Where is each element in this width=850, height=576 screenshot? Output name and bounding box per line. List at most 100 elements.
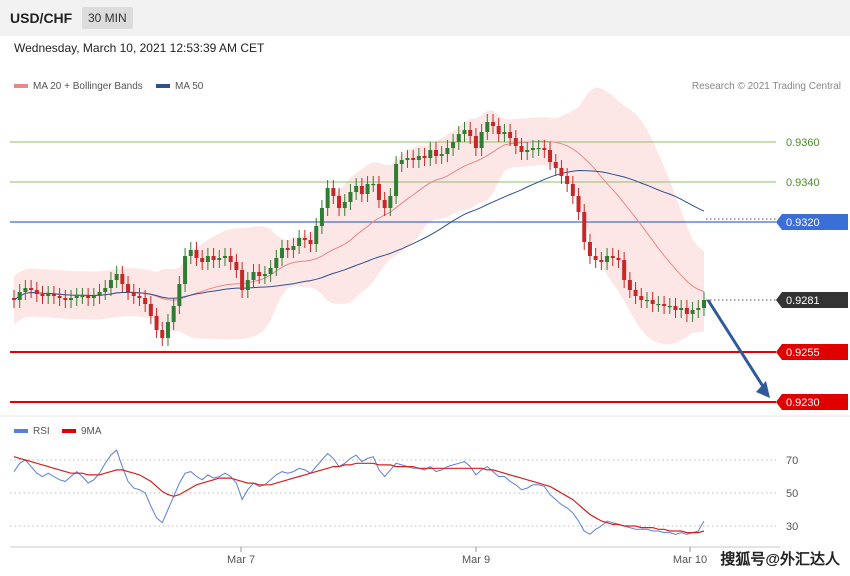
candle [17,284,22,308]
candle-body [257,272,262,276]
candle-body [348,192,353,202]
level-label-5: 0.9230 [786,397,820,409]
candle-body [251,272,256,280]
candle [411,150,416,168]
candle-body [97,292,102,296]
candle [627,272,632,298]
candle-body [582,212,587,242]
chart-timestamp: Wednesday, March 10, 2021 12:53:39 AM CE… [14,41,265,55]
candle [445,140,450,162]
candle [165,314,170,346]
candle [422,148,427,166]
candle-body [468,130,473,136]
candle-body [433,150,438,156]
candle [177,276,182,314]
candle-body [69,298,74,300]
candle [644,292,649,308]
candle-body [245,280,250,290]
candle [222,248,227,266]
candle-body [411,158,416,160]
candle-body [319,208,324,226]
candle-body [376,184,381,200]
candle [696,300,701,318]
candle-body [274,258,279,268]
candle-body [382,200,387,208]
candle [234,254,239,278]
candle-body [542,148,547,150]
candle-body [171,306,176,322]
rsi-level-label-0: 70 [786,455,798,467]
candle [525,142,530,160]
candle-body [211,256,216,260]
candle-body [160,330,165,338]
candle [160,322,165,346]
candle [462,122,467,142]
candle [388,188,393,216]
candle [456,126,461,150]
candle [650,292,655,312]
candle [291,238,296,258]
candle [240,262,245,298]
rsi-level-label-2: 30 [786,521,798,533]
credit-text: Research © 2021 Trading Central [691,81,841,92]
candle-body [616,258,621,260]
candle [479,124,484,156]
candle [354,178,359,200]
candle-body [280,248,285,258]
candle-body [530,148,535,150]
candle [359,178,364,202]
legend-rsi-ma-label: 9MA [81,426,102,437]
candle-body [74,296,79,298]
candle-body [559,168,564,176]
candle-body [183,256,188,284]
rsi-swatch [14,429,28,434]
timeframe-badge[interactable]: 30 MIN [82,7,133,29]
candle [194,242,199,266]
candle-body [456,134,461,142]
candle-body [610,256,615,258]
candle [679,300,684,318]
level-label-4: 0.9255 [786,347,820,359]
candle-body [57,296,62,298]
candle [576,188,581,220]
candle [114,266,119,288]
candle-body [217,258,222,260]
candle [217,250,222,268]
candle-body [40,294,45,296]
candle [86,288,91,306]
candle-body [473,136,478,148]
candle [245,272,250,298]
rsi-series-line [13,449,705,535]
candle [496,118,501,142]
candle-body [337,196,342,208]
candle [365,176,370,202]
candle [63,290,68,308]
candle [673,298,678,318]
candle-body [114,274,119,280]
candle [319,200,324,234]
rsi-ma-series-line [13,456,705,534]
candle-body [23,288,28,292]
candle [51,286,56,304]
x-tick-label-1: Mar 9 [462,554,490,566]
candle-body [222,256,227,258]
ma20-swatch [14,84,28,89]
candle-body [12,298,16,300]
candle-body [548,150,553,162]
candle-body [154,316,159,330]
candle [80,288,85,304]
candle-body [627,280,632,290]
candle-body [17,292,22,300]
candle [542,140,547,158]
candle-body [371,184,376,186]
candle-body [605,256,610,262]
candle [200,250,205,270]
candle [582,204,587,250]
candle [12,290,16,308]
candle-body [228,256,233,262]
candle-body [359,186,364,194]
candle [548,142,553,170]
candle [519,138,524,160]
candle-body [633,290,638,296]
